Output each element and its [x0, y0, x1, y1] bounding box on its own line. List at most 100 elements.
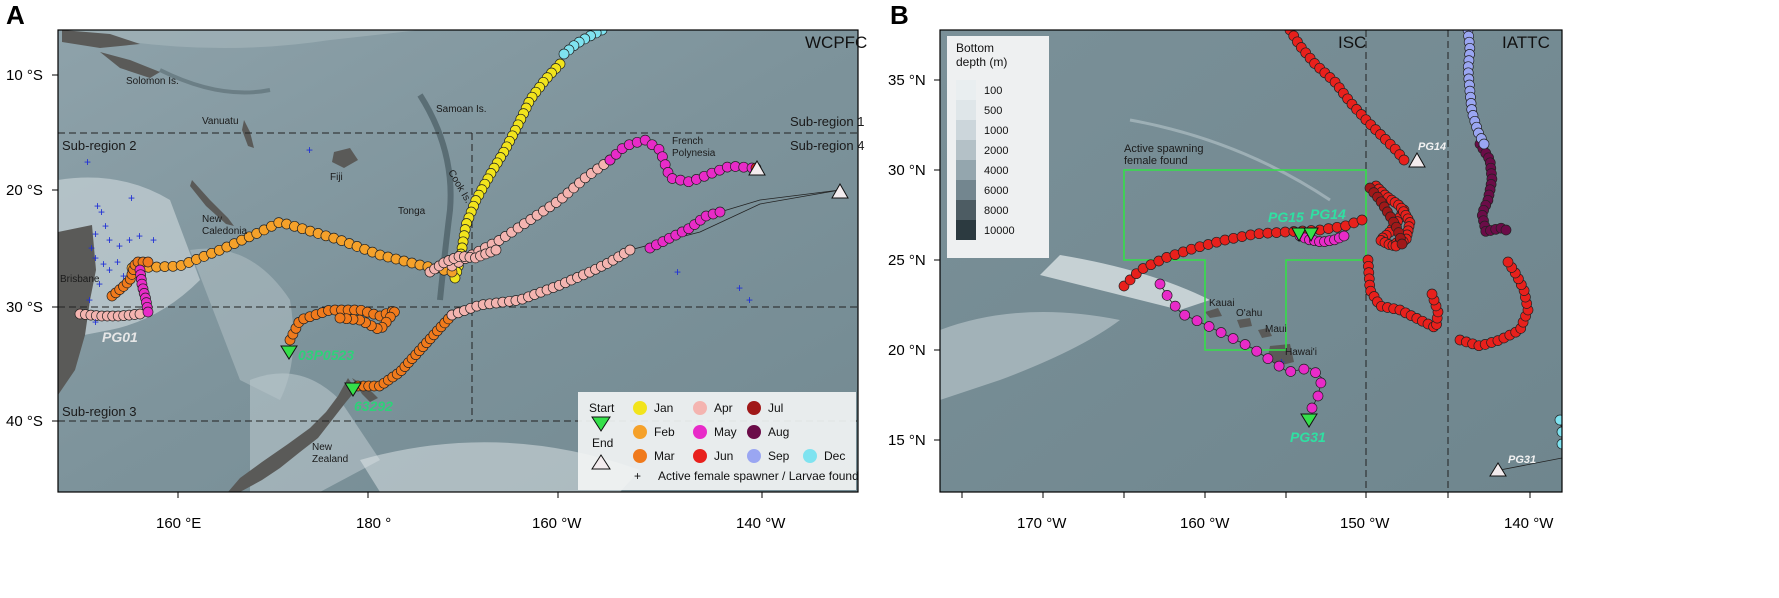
- depth-legend-items: 100 500 1000 2000 4000 6000 8000 10000: [956, 80, 1015, 240]
- shelf-australia: [58, 177, 200, 340]
- subregion-4-label: Sub-region 4: [790, 138, 864, 153]
- panel-b-rfmo-isc: ISC: [1338, 33, 1366, 52]
- legend-spawner-symbol: +: [634, 469, 641, 483]
- track-point-jun: [1426, 288, 1438, 300]
- panel-a-rfmo: WCPFC: [805, 33, 867, 52]
- legend-swatch-sep: [747, 449, 761, 463]
- spawner-mark: +: [102, 219, 109, 233]
- png-land: [62, 30, 140, 48]
- spawner-mark: +: [114, 255, 121, 269]
- depth-swatch: [956, 100, 976, 120]
- depth-swatch: [956, 180, 976, 200]
- tag-pg31-start: PG31: [1290, 429, 1326, 445]
- panel-b-map: ++: [940, 30, 1562, 492]
- legend-month-label: Feb: [654, 425, 675, 439]
- spawner-mark: +: [306, 143, 313, 157]
- panel-b-letter: B: [890, 0, 909, 30]
- end-marker-pg31: [1489, 462, 1507, 477]
- track-point-may: [142, 306, 154, 318]
- track-point-may: [1285, 366, 1297, 377]
- track-point-may: [1169, 300, 1181, 312]
- north-shelf: [60, 30, 420, 48]
- tag-pg14-end: PG14: [1418, 141, 1446, 153]
- lat-tick-b-20n: 20 °N: [888, 342, 926, 359]
- track-point-may: [1239, 339, 1251, 350]
- depth-level-label: 500: [984, 105, 1002, 117]
- panel-a-frame: [57, 29, 859, 493]
- track-point-may: [1315, 377, 1327, 389]
- track-point-jul: [1396, 238, 1408, 250]
- place-oahu: O'ahu: [1236, 308, 1262, 319]
- spawner-mark: +: [128, 191, 135, 205]
- lat-tick-a-40s: 40 °S: [6, 413, 43, 430]
- spawner-mark: +: [116, 239, 123, 253]
- spawner-mark: +: [746, 293, 753, 307]
- spawner-mark: +: [674, 265, 681, 279]
- spawner-mark: +: [106, 233, 113, 247]
- lat-tick-a-10s: 10 °S: [6, 67, 43, 84]
- box-label-1: Active spawning: [1124, 143, 1204, 155]
- place-french: French: [672, 136, 703, 147]
- end-marker-a2: [831, 182, 849, 199]
- lon-tick-b-160w: 160 °W: [1180, 515, 1230, 532]
- panel-b-axes: [934, 79, 1531, 498]
- new-caledonia-land: [190, 180, 234, 226]
- track-point-jun: [1356, 214, 1368, 226]
- start-marker-63292: [344, 382, 362, 397]
- legend-month-label: Aug: [768, 425, 789, 439]
- depth-level-label: 6000: [984, 185, 1008, 197]
- track-point-may: [1179, 309, 1191, 321]
- depth-level-label: 8000: [984, 205, 1008, 217]
- panel-a-spawner-marks: +++++ ++ + + + ++ ++++++++++++: [84, 143, 753, 329]
- end-marker-a1: [748, 159, 766, 176]
- depth-swatch: [956, 200, 976, 220]
- spawner-mark: +: [136, 229, 143, 243]
- track-line-extension: [719, 189, 841, 213]
- oahu-land: [1237, 318, 1252, 328]
- subregion-1-label: Sub-region 1: [790, 114, 864, 129]
- legend-month-label: Jun: [714, 449, 733, 463]
- spawner-mark: +: [126, 233, 133, 247]
- seamount-chain: [1129, 118, 1331, 202]
- subregion-2-label: Sub-region 2: [62, 138, 136, 153]
- chatham-rise: [360, 442, 640, 492]
- track-point-may: [1203, 321, 1215, 332]
- legend-start-label: Start: [589, 401, 615, 415]
- lat-tick-b-15n: 15 °N: [888, 432, 926, 449]
- track-point-dec: [1556, 426, 1562, 438]
- start-marker-pg31: [1300, 413, 1318, 428]
- place-new-caledonia-2: Caledonia: [202, 226, 247, 237]
- legend-month-label: May: [714, 425, 737, 439]
- place-new-zealand-2: Zealand: [312, 454, 348, 465]
- panel-a-track-points: [74, 30, 762, 392]
- fiji-land: [332, 148, 358, 168]
- legend-swatch-may: [693, 425, 707, 439]
- track-point-aug: [1500, 224, 1512, 236]
- spawner-mark: +: [88, 241, 95, 255]
- track-point-jun: [1398, 154, 1410, 166]
- track-point-may: [1338, 230, 1350, 242]
- tag-63292: 63292: [354, 398, 393, 414]
- track-point-dec: [558, 48, 570, 60]
- tag-pg15: PG15: [1268, 209, 1304, 225]
- legend-start-symbol: [591, 416, 611, 432]
- lon-tick-b-170w: 170 °W: [1017, 515, 1067, 532]
- lon-tick-b-140w: 140 °W: [1504, 515, 1554, 532]
- spawner-mark: +: [92, 315, 99, 329]
- month-legend-box: [578, 392, 856, 490]
- place-brisbane: Brisbane: [60, 274, 100, 285]
- spawner-mark: +: [92, 227, 99, 241]
- place-polynesia: Polynesia: [672, 148, 716, 159]
- spawner-mark: +: [736, 281, 743, 295]
- solomon-trench: [159, 68, 271, 95]
- depth-legend-title-2: depth (m): [956, 55, 1007, 69]
- track-point-may: [1227, 333, 1239, 344]
- start-marker-pg15: [1291, 227, 1307, 243]
- track-point-dec: [1554, 414, 1562, 426]
- track-point-dec: [1556, 438, 1562, 450]
- legend-swatch-feb: [633, 425, 647, 439]
- end-marker-pg14: [1408, 151, 1426, 168]
- legend-month-label: Apr: [714, 401, 733, 415]
- track-point-apr: [490, 244, 502, 256]
